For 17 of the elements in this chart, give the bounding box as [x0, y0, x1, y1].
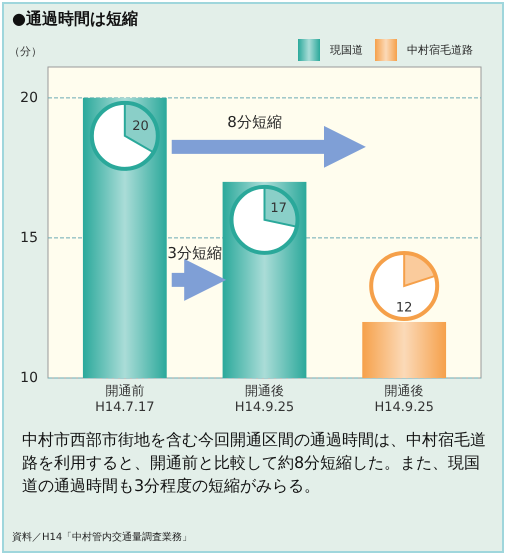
- y-tick-label: 10: [20, 370, 38, 386]
- y-tick-label: 20: [20, 90, 38, 106]
- data-label: 17: [270, 200, 287, 216]
- text: 中村市西部市街地を含む今回開通区間の通過時間は、中村宿毛道路を利用すると、開通前と比較して約8分短縮した。また、現国道の通過時間も3分程度の短縮がみらる。: [22, 429, 487, 497]
- y-axis-title: （分）: [9, 45, 42, 58]
- legend-label: 現国道: [330, 44, 363, 56]
- x-tick-label: 開通前 H14.7.17: [95, 384, 155, 415]
- y-tick-label: 15: [20, 230, 38, 246]
- legend-label: 中村宿毛道路: [407, 44, 473, 56]
- text: 資料／H14「中村管内交通量調査業務」: [12, 531, 192, 543]
- x-tick-label: 開通後 H14.9.25: [374, 384, 434, 415]
- x-tick-label: 開通後 H14.9.25: [234, 384, 294, 415]
- data-label: 12: [396, 300, 412, 316]
- chart-title: ●通過時間は短縮: [12, 9, 138, 28]
- annotation: 3分短縮: [167, 244, 222, 262]
- annotation: 8分短縮: [227, 112, 282, 131]
- data-label: 20: [132, 119, 149, 134]
